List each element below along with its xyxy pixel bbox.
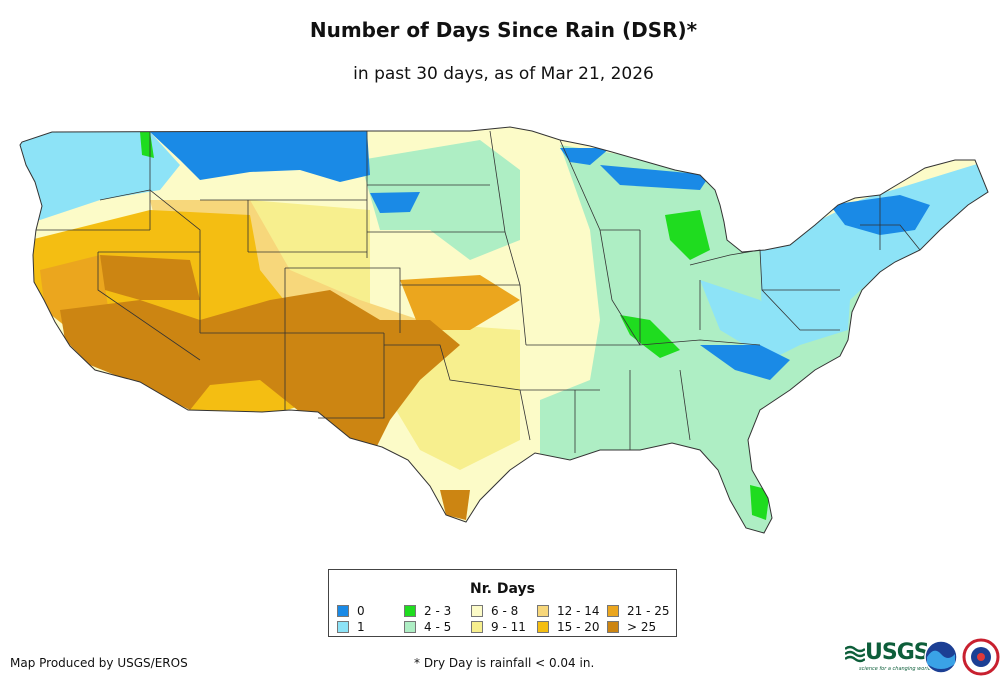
legend-swatch <box>471 605 483 617</box>
map-title: Number of Days Since Rain (DSR)* <box>309 18 698 42</box>
legend-title: Nr. Days <box>470 581 535 597</box>
legend-label: 15 - 20 <box>557 620 600 634</box>
legend-swatch <box>607 621 619 633</box>
legend-item: 6 - 8 <box>471 604 518 618</box>
map-subtitle: in past 30 days, as of Mar 21, 2026 <box>353 64 654 84</box>
legend-swatch <box>337 621 349 633</box>
usgs-logo: USGS science for a changing world <box>845 640 931 672</box>
map-legend: Nr. Days 0 1 2 - 3 4 - 5 6 - 8 9 - 11 12… <box>328 569 677 637</box>
legend-item: > 25 <box>607 620 656 634</box>
legend-label: 0 <box>357 604 365 618</box>
legend-swatch <box>404 621 416 633</box>
legend-label: 9 - 11 <box>491 620 526 634</box>
legend-item: 15 - 20 <box>537 620 600 634</box>
legend-item: 2 - 3 <box>404 604 451 618</box>
legend-item: 1 <box>337 620 365 634</box>
legend-swatch <box>404 605 416 617</box>
legend-label: 6 - 8 <box>491 604 519 618</box>
legend-swatch <box>537 621 549 633</box>
legend-item: 12 - 14 <box>537 604 600 618</box>
usgs-tagline: science for a changing world <box>859 666 931 672</box>
legend-label: > 25 <box>627 620 657 634</box>
legend-swatch <box>537 605 549 617</box>
dsr-fill <box>20 127 988 533</box>
legend-label: 21 - 25 <box>627 604 670 618</box>
legend-label: 1 <box>357 620 365 634</box>
legend-label: 4 - 5 <box>424 620 452 634</box>
legend-swatch <box>337 605 349 617</box>
legend-item: 4 - 5 <box>404 620 451 634</box>
usgs-wave-icon <box>845 645 865 662</box>
nws-logo-icon <box>962 638 1000 676</box>
usgs-logo-text: USGS <box>865 640 930 665</box>
legend-label: 2 - 3 <box>424 604 452 618</box>
legend-label: 12 - 14 <box>557 604 600 618</box>
legend-item: 9 - 11 <box>471 620 526 634</box>
legend-item: 0 <box>337 604 365 618</box>
footnote-text: * Dry Day is rainfall < 0.04 in. <box>414 656 595 670</box>
noaa-logo-icon <box>924 640 958 674</box>
legend-item: 21 - 25 <box>607 604 670 618</box>
state-borders <box>19 126 989 534</box>
legend-swatch <box>471 621 483 633</box>
legend-swatch <box>607 605 619 617</box>
credit-text: Map Produced by USGS/EROS <box>10 656 188 670</box>
